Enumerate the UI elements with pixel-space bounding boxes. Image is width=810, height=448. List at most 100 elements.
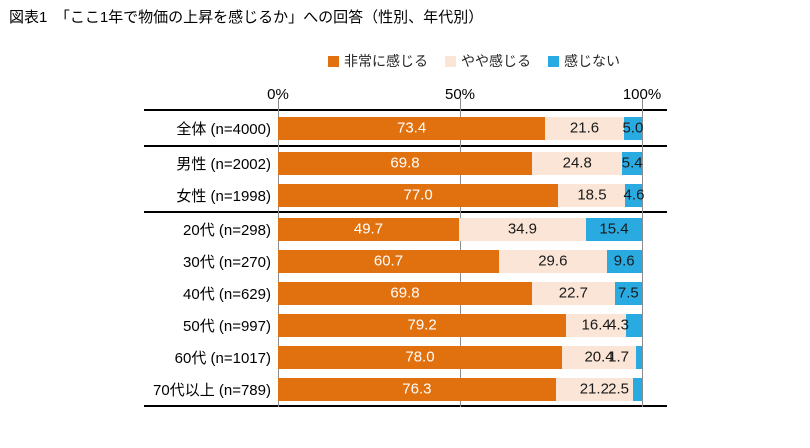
chart-row: 50代 (n=997) 79.2 16.4 4.3 (144, 309, 667, 341)
legend-swatch-icon (445, 55, 456, 67)
bar-track: 69.8 22.7 7.5 (278, 281, 642, 305)
bar-value-label-strongly-feel: 69.8 (390, 154, 420, 172)
bar-value-label-strongly-feel: 49.7 (353, 220, 384, 238)
row-category-label: 70代以上 (n=789) (153, 381, 271, 399)
row-category-label: 女性 (n=1998) (176, 187, 271, 205)
legend-label: やや感じる (461, 53, 531, 69)
bar-segment-strongly-feel (278, 377, 556, 401)
bar-value-label-not-feel: 4.3 (608, 316, 629, 334)
row-category-label: 30代 (n=270) (183, 253, 271, 271)
chart-legend: 非常に感じる やや感じる 感じない (292, 51, 656, 71)
row-group: 男性 (n=2002) 69.8 24.8 5.4 女性 (n=1998) 77.0… (144, 145, 667, 211)
bar-value-label-strongly-feel: 76.3 (402, 380, 432, 398)
bar-value-label-strongly-feel: 60.7 (373, 252, 404, 270)
bar-value-label-somewhat-feel: 34.9 (507, 220, 538, 238)
axis-tick-label: 0% (267, 86, 289, 103)
chart-row: 男性 (n=2002) 69.8 24.8 5.4 (144, 147, 667, 179)
bar-value-label-somewhat-feel: 16.4 (581, 316, 611, 334)
bar-segment-strongly-feel (278, 313, 567, 337)
chart-row: 全体 (n=4000) 73.4 21.6 5.0 (144, 111, 667, 145)
legend-label: 感じない (564, 53, 620, 69)
bar-segment-not-feel (606, 249, 642, 273)
bar-segment-not-feel (585, 217, 642, 241)
bar-segment-somewhat-feel (566, 313, 626, 337)
row-category-label: 20代 (n=298) (183, 221, 271, 239)
bar-segment-somewhat-feel (532, 281, 615, 305)
bar-value-label-somewhat-feel: 18.5 (577, 186, 607, 204)
chart-row: 女性 (n=1998) 77.0 18.5 4.6 (144, 179, 667, 211)
legend-label: 非常に感じる (344, 53, 428, 69)
row-group: 20代 (n=298) 49.7 34.9 15.4 30代 (n=270) 60.… (144, 211, 667, 407)
bar-segment-somewhat-feel (532, 151, 623, 175)
chart-row: 40代 (n=629) 69.8 22.7 7.5 (144, 277, 667, 309)
legend-swatch-icon (548, 55, 559, 67)
bar-track: 69.8 24.8 5.4 (278, 151, 643, 175)
bar-value-label-strongly-feel: 69.8 (390, 284, 420, 302)
bar-track: 60.7 29.6 9.6 (278, 249, 642, 273)
legend-item-strongly-feel: 非常に感じる (328, 51, 428, 71)
bar-segment-somewhat-feel (561, 345, 636, 369)
bar-segment-somewhat-feel (558, 183, 626, 207)
bar-segment-not-feel (625, 313, 642, 337)
legend-item-not-feel: 感じない (548, 51, 620, 71)
bar-value-label-not-feel: 9.6 (613, 252, 635, 270)
bar-segment-not-feel (622, 151, 642, 175)
bar-value-label-not-feel: 15.4 (599, 220, 629, 238)
bar-segment-strongly-feel (278, 281, 533, 305)
chart-row: 70代以上 (n=789) 76.3 21.2 2.5 (144, 373, 667, 405)
bar-rows-area: 全体 (n=4000) 73.4 21.6 5.0 男性 (n=2002) 69.8… (144, 109, 667, 407)
bar-segment-strongly-feel (278, 116, 546, 140)
bar-segment-strongly-feel (278, 151, 533, 175)
chart-row: 30代 (n=270) 60.7 29.6 9.6 (144, 245, 667, 277)
axis-tick-label: 50% (444, 86, 476, 103)
x-axis: 0% 50% 100% (144, 85, 667, 109)
bar-segment-strongly-feel (278, 249, 499, 273)
bar-segment-strongly-feel (278, 217, 459, 241)
bar-value-label-somewhat-feel: 22.7 (558, 284, 588, 302)
row-category-label: 全体 (n=4000) (176, 120, 271, 138)
chart-row: 20代 (n=298) 49.7 34.9 15.4 (144, 213, 667, 245)
bar-segment-not-feel (632, 377, 642, 401)
bar-value-label-strongly-feel: 79.2 (407, 316, 437, 334)
legend-item-somewhat-feel: やや感じる (445, 51, 531, 71)
bar-value-label-not-feel: 2.5 (608, 380, 629, 398)
bar-track: 79.2 16.4 4.3 (278, 313, 642, 337)
bar-value-label-somewhat-feel: 29.6 (538, 252, 568, 270)
bar-value-label-strongly-feel: 77.0 (403, 186, 433, 204)
bar-value-label-not-feel: 1.7 (608, 348, 629, 366)
bar-segment-somewhat-feel (545, 116, 624, 140)
gridline-100pct (642, 98, 643, 407)
row-category-label: 60代 (n=1017) (174, 349, 271, 367)
bar-value-label-not-feel: 5.4 (621, 154, 643, 172)
bar-track: 76.3 21.2 2.5 (278, 377, 642, 401)
bar-track: 78.0 20.4 1.7 (278, 345, 643, 369)
chart-title: 図表1 「ここ1年で物価の上昇を感じるか」への回答（性別、年代別） (9, 9, 484, 26)
bar-segment-not-feel (625, 183, 642, 207)
bar-segment-somewhat-feel (458, 217, 586, 241)
bar-value-label-somewhat-feel: 20.4 (584, 348, 614, 366)
bar-value-label-strongly-feel: 78.0 (405, 348, 435, 366)
bar-value-label-not-feel: 5.0 (622, 119, 644, 137)
bar-value-label-somewhat-feel: 21.2 (579, 380, 609, 398)
axis-tick-label: 100% (622, 86, 662, 103)
bar-value-label-not-feel: 7.5 (617, 284, 639, 302)
bar-segment-not-feel (614, 281, 642, 305)
legend-swatch-icon (328, 55, 339, 67)
stacked-bar-chart: 0% 50% 100% 全体 (n=4000) 73.4 21.6 5.0 男性 (… (144, 85, 667, 407)
bar-value-label-strongly-feel: 73.4 (396, 119, 427, 137)
chart-row: 60代 (n=1017) 78.0 20.4 1.7 (144, 341, 667, 373)
bar-segment-somewhat-feel (555, 377, 633, 401)
row-category-label: 40代 (n=629) (183, 285, 271, 303)
bar-track: 77.0 18.5 4.6 (278, 183, 645, 207)
row-category-label: 50代 (n=997) (183, 317, 271, 335)
bar-track: 49.7 34.9 15.4 (278, 217, 642, 241)
bar-value-label-not-feel: 4.6 (623, 186, 645, 204)
bar-value-label-somewhat-feel: 24.8 (562, 154, 592, 172)
bar-segment-strongly-feel (278, 345, 562, 369)
bar-track: 73.4 21.6 5.0 (278, 116, 644, 140)
bar-segment-somewhat-feel (498, 249, 607, 273)
row-category-label: 男性 (n=2002) (176, 155, 271, 173)
bar-segment-not-feel (623, 116, 642, 140)
bar-segment-not-feel (635, 345, 643, 369)
row-group: 全体 (n=4000) 73.4 21.6 5.0 (144, 109, 667, 145)
